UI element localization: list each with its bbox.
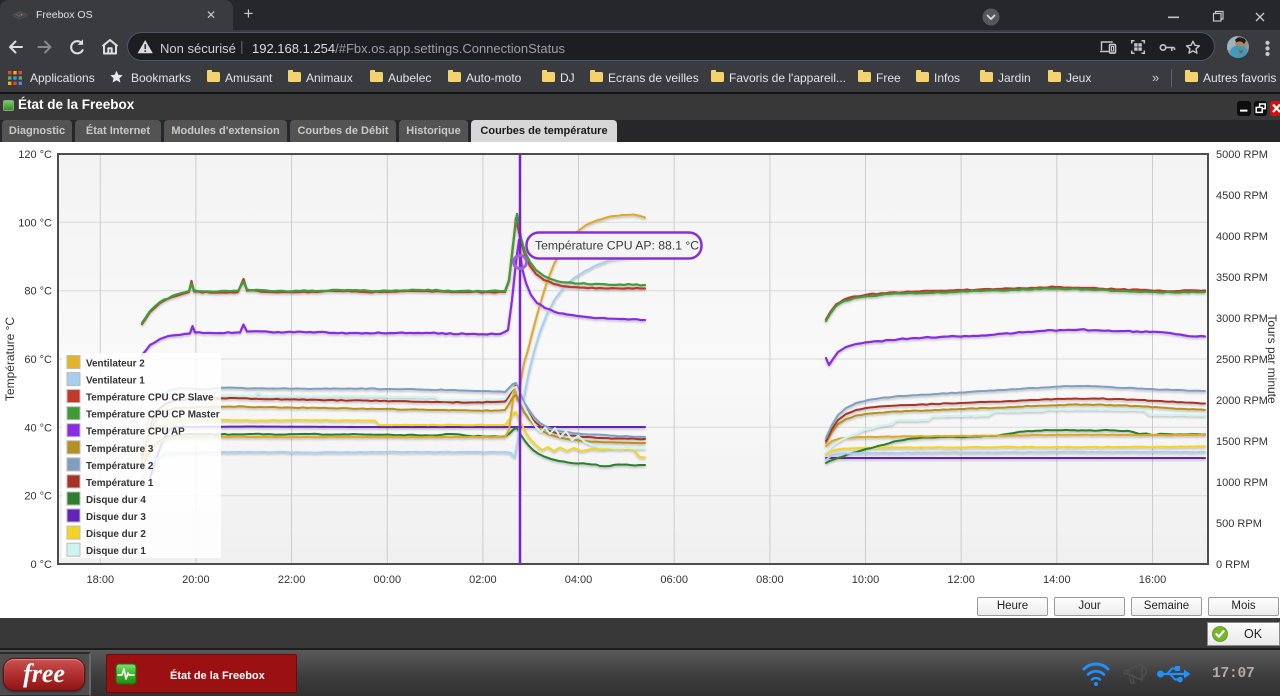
svg-text:18:00: 18:00 — [87, 574, 115, 586]
svg-text:60 °C: 60 °C — [24, 354, 52, 366]
svg-text:14:00: 14:00 — [1043, 574, 1071, 586]
svg-text:08:00: 08:00 — [756, 574, 784, 586]
svg-text:Disque dur 3: Disque dur 3 — [86, 512, 146, 523]
svg-text:Température CPU AP: 88.1 °C: Température CPU AP: 88.1 °C — [535, 239, 699, 253]
svg-text:Température CPU CP Master: Température CPU CP Master — [86, 410, 220, 421]
svg-text:Disque dur 2: Disque dur 2 — [86, 529, 146, 540]
svg-text:Disque dur 1: Disque dur 1 — [86, 546, 146, 557]
svg-text:06:00: 06:00 — [660, 574, 688, 586]
svg-text:40 °C: 40 °C — [24, 422, 52, 434]
svg-text:20 °C: 20 °C — [24, 491, 52, 503]
svg-text:80 °C: 80 °C — [24, 286, 52, 298]
svg-text:100 °C: 100 °C — [18, 217, 52, 229]
svg-text:0 RPM: 0 RPM — [1216, 559, 1250, 571]
svg-text:Température 1: Température 1 — [86, 478, 154, 489]
svg-text:20:00: 20:00 — [182, 574, 210, 586]
svg-text:10:00: 10:00 — [852, 574, 880, 586]
svg-text:04:00: 04:00 — [565, 574, 593, 586]
svg-text:4500 RPM: 4500 RPM — [1216, 190, 1268, 202]
svg-text:Température 3: Température 3 — [86, 444, 154, 455]
svg-text:Température 2: Température 2 — [86, 461, 154, 472]
svg-text:16:00: 16:00 — [1139, 574, 1167, 586]
svg-text:4000 RPM: 4000 RPM — [1216, 231, 1268, 243]
svg-text:Tours par minute: Tours par minute — [1265, 314, 1279, 404]
svg-text:Température CPU AP: Température CPU AP — [86, 427, 185, 438]
svg-text:500 RPM: 500 RPM — [1216, 518, 1262, 530]
svg-text:Température CPU CP Slave: Température CPU CP Slave — [86, 393, 214, 404]
svg-text:5000 RPM: 5000 RPM — [1216, 149, 1268, 161]
svg-text:2000 RPM: 2000 RPM — [1216, 395, 1268, 407]
svg-text:3500 RPM: 3500 RPM — [1216, 272, 1268, 284]
svg-text:3000 RPM: 3000 RPM — [1216, 313, 1268, 325]
svg-text:22:00: 22:00 — [278, 574, 306, 586]
svg-text:0 °C: 0 °C — [30, 559, 52, 571]
svg-text:Disque dur 4: Disque dur 4 — [86, 495, 146, 506]
svg-text:2500 RPM: 2500 RPM — [1216, 354, 1268, 366]
svg-text:Température °C: Température °C — [3, 317, 17, 401]
svg-text:Ventilateur 2: Ventilateur 2 — [86, 359, 145, 370]
svg-text:120 °C: 120 °C — [18, 149, 52, 161]
svg-text:Ventilateur 1: Ventilateur 1 — [86, 376, 145, 387]
svg-text:1500 RPM: 1500 RPM — [1216, 436, 1268, 448]
svg-text:00:00: 00:00 — [374, 574, 402, 586]
svg-text:1000 RPM: 1000 RPM — [1216, 477, 1268, 489]
svg-text:12:00: 12:00 — [947, 574, 975, 586]
svg-text:02:00: 02:00 — [469, 574, 497, 586]
